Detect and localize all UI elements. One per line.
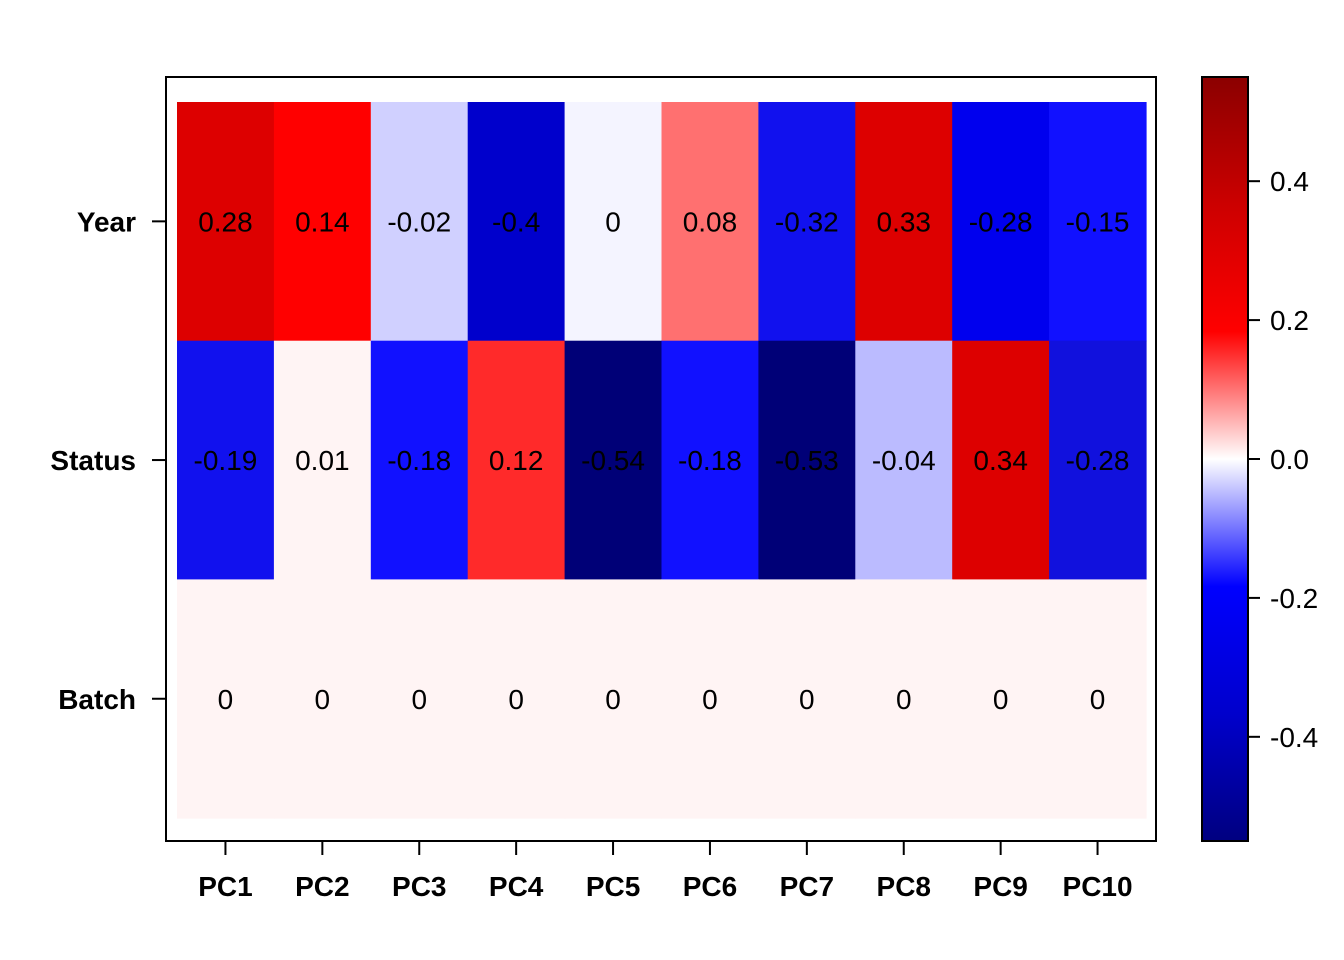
- y-tick-label: Year: [77, 206, 136, 237]
- x-tick-label: PC2: [295, 871, 349, 902]
- colorbar-tick-label: 0.2: [1270, 305, 1309, 336]
- cell-value-label: 0: [508, 684, 524, 715]
- x-tick-label: PC7: [780, 871, 834, 902]
- x-tick-label: PC5: [586, 871, 640, 902]
- colorbar-gradient: [1201, 76, 1249, 842]
- cell-value-label: 0.12: [489, 445, 544, 476]
- plot-frame: [165, 76, 1157, 842]
- x-axis: PC1 PC2 PC3 PC4 PC5 PC6 PC7 PC8 PC9 PC10: [198, 841, 1133, 902]
- cell-value-label: 0.08: [683, 206, 738, 237]
- x-tick-label: PC9: [973, 871, 1027, 902]
- cell-value-label: 0.01: [295, 445, 350, 476]
- heatmap-cell: [952, 579, 1050, 819]
- heatmap-cell: [758, 340, 856, 580]
- cell-value-label: 0: [411, 684, 427, 715]
- cell-value-label: 0.33: [877, 206, 932, 237]
- heatmap-cell: [1049, 340, 1147, 580]
- heatmap-cell: [273, 340, 372, 580]
- y-tick-label: Batch: [58, 684, 136, 715]
- colorbar-tick-label: -0.4: [1270, 722, 1318, 753]
- cell-value-label: 0: [1090, 684, 1106, 715]
- cell-value-label: 0.14: [295, 206, 350, 237]
- cell-value-label: -0.02: [387, 206, 451, 237]
- x-tick-label: PC4: [489, 871, 544, 902]
- heatmap-cell: [467, 340, 566, 580]
- heatmap-cell: [758, 102, 856, 342]
- colorbar-tick-label: 0.0: [1270, 444, 1309, 475]
- cell-value-label: -0.32: [775, 206, 839, 237]
- cell-value-label: -0.18: [678, 445, 742, 476]
- heatmap-cell: [273, 102, 372, 342]
- cell-value-label: -0.04: [872, 445, 936, 476]
- cell-value-label: -0.18: [387, 445, 451, 476]
- cell-value-label: -0.19: [194, 445, 258, 476]
- cell-value-label: 0: [799, 684, 815, 715]
- cell-value-label: -0.28: [1066, 445, 1130, 476]
- x-tick-label: PC10: [1063, 871, 1133, 902]
- heatmap-cell: [855, 579, 953, 819]
- heatmap-cell: [952, 340, 1050, 580]
- heatmap-cells: 0.28 0.14 -0.02 -0.4 0 0.08 -0.32 0.33 -0.28 -0.1…: [177, 102, 1147, 819]
- y-axis: Year Status Batch: [50, 206, 166, 715]
- x-tick-label: PC3: [392, 871, 446, 902]
- heatmap-cell: [564, 340, 663, 580]
- heatmap-cell: [855, 102, 953, 342]
- colorbar-tick-label: 0.4: [1270, 166, 1309, 197]
- heatmap-cell: [273, 579, 372, 819]
- cell-value-label: 0: [702, 684, 718, 715]
- heatmap-cell: [1049, 102, 1147, 342]
- heatmap-cell: [855, 340, 953, 580]
- heatmap-cell: [370, 340, 469, 580]
- heatmap-cell: [661, 340, 759, 580]
- cell-value-label: 0: [218, 684, 234, 715]
- cell-value-label: -0.54: [581, 445, 645, 476]
- heatmap-cell: [370, 102, 469, 342]
- heatmap-cell: [661, 579, 759, 819]
- colorbar: 0.4 0.2 0.0 -0.2 -0.4: [1201, 76, 1318, 842]
- cell-value-label: 0: [993, 684, 1009, 715]
- x-tick-label: PC8: [877, 871, 931, 902]
- heatmap-cell: [661, 102, 759, 342]
- cell-value-label: -0.53: [775, 445, 839, 476]
- cell-value-label: -0.15: [1066, 206, 1130, 237]
- heatmap-cell: [564, 102, 663, 342]
- heatmap-cell: [177, 102, 275, 342]
- x-tick-label: PC6: [683, 871, 737, 902]
- cell-value-label: 0: [605, 206, 621, 237]
- heatmap-cell: [467, 579, 566, 819]
- cell-value-label: 0.34: [973, 445, 1028, 476]
- heatmap-cell: [564, 579, 663, 819]
- x-tick-label: PC1: [198, 871, 252, 902]
- heatmap-cell: [1049, 579, 1147, 819]
- heatmap-cell: [467, 102, 566, 342]
- cell-value-label: -0.28: [969, 206, 1033, 237]
- cell-value-label: 0: [605, 684, 621, 715]
- cell-value-label: 0.28: [198, 206, 253, 237]
- cell-value-label: 0: [315, 684, 331, 715]
- heatmap-cell: [370, 579, 469, 819]
- heatmap-cell: [177, 579, 275, 819]
- heatmap-cell: [177, 340, 275, 580]
- y-tick-label: Status: [50, 445, 136, 476]
- cell-value-label: -0.4: [492, 206, 540, 237]
- colorbar-tick-label: -0.2: [1270, 583, 1318, 614]
- heatmap-cell: [952, 102, 1050, 342]
- heatmap-cell: [758, 579, 856, 819]
- cell-value-label: 0: [896, 684, 912, 715]
